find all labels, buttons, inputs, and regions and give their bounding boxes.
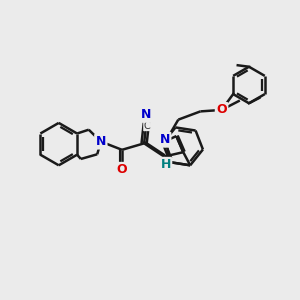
- Text: N: N: [160, 133, 170, 146]
- Text: N: N: [141, 108, 152, 121]
- Text: N: N: [96, 135, 106, 148]
- Text: H: H: [160, 158, 171, 171]
- Text: O: O: [117, 163, 127, 176]
- Text: O: O: [216, 103, 227, 116]
- Text: C: C: [144, 121, 150, 131]
